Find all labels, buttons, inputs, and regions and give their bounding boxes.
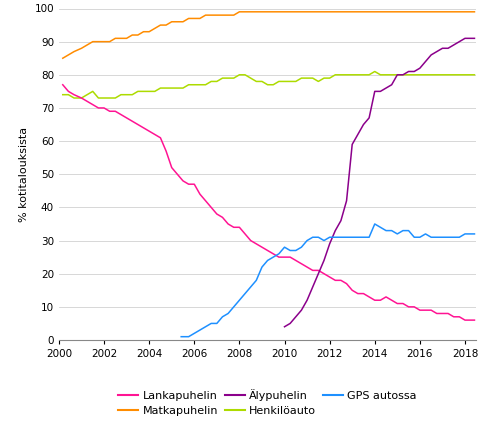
Legend: Lankapuhelin, Matkapuhelin, Älypuhelin, Henkilöauto, GPS autossa: Lankapuhelin, Matkapuhelin, Älypuhelin, … <box>118 388 417 416</box>
Y-axis label: % kotitalouksista: % kotitalouksista <box>19 127 29 222</box>
